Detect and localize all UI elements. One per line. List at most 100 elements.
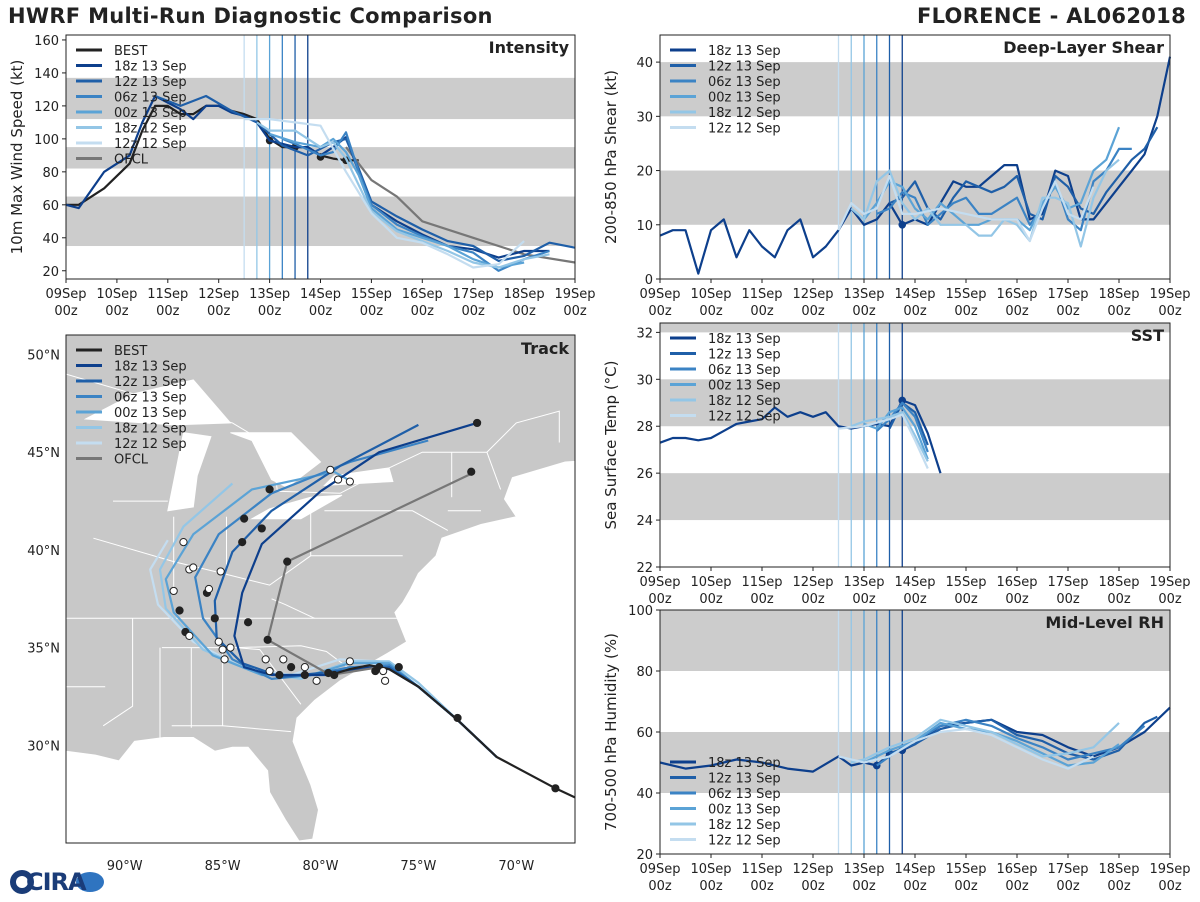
y-tick-label: 120 <box>34 100 59 115</box>
legend-label: 12z 12 Sep <box>114 437 187 452</box>
track-point <box>185 631 194 640</box>
y-tick-label: 80 <box>42 166 59 181</box>
lake <box>83 379 232 426</box>
track-point <box>220 655 229 664</box>
track-point <box>300 670 309 680</box>
logo-swirl-icon <box>10 870 104 894</box>
legend-label: 06z 13 Sep <box>708 75 781 90</box>
x-tick-label: 17Sep <box>1047 287 1088 302</box>
track-point <box>371 666 380 676</box>
track-point <box>179 538 188 547</box>
series-line-12z-13-sep <box>889 126 1159 221</box>
x-tick-label: 00z <box>852 879 876 894</box>
track-point <box>473 418 482 428</box>
x-tick-label: 00z <box>801 304 825 319</box>
x-tick-label: 15Sep <box>945 575 986 590</box>
x-tick-label: 09Sep <box>639 862 680 877</box>
x-tick-label: 17Sep <box>453 287 494 302</box>
logo-text: CIRA <box>26 868 87 896</box>
lon-tick-label: 70°W <box>498 859 534 874</box>
track-point <box>216 567 225 576</box>
y-tick-label: 22 <box>636 561 653 576</box>
x-tick-label: 12Sep <box>792 862 833 877</box>
track-point <box>467 467 476 476</box>
x-tick-label: 00z <box>801 592 825 607</box>
track-point <box>345 477 354 486</box>
x-tick-label: 10Sep <box>96 287 137 302</box>
series-line-18z-12-sep <box>850 158 1120 248</box>
y-tick-label: 60 <box>636 726 653 741</box>
x-tick-label: 19Sep <box>1149 287 1190 302</box>
y-tick-label: 26 <box>636 467 653 482</box>
shaded-band <box>66 196 575 247</box>
x-tick-label: 00z <box>1005 304 1029 319</box>
figure-title: HWRF Multi-Run Diagnostic Comparison <box>8 4 493 28</box>
legend-label: 12z 13 Sep <box>708 60 781 75</box>
data-point <box>898 396 907 405</box>
x-tick-label: 09Sep <box>639 287 680 302</box>
state-border <box>102 618 134 727</box>
track-point <box>175 606 184 615</box>
y-axis-label: 200-850 hPa Shear (kt) <box>602 70 620 244</box>
x-tick-label: 10Sep <box>690 287 731 302</box>
legend-label: 18z 13 Sep <box>114 60 187 75</box>
x-tick-label: 00z <box>648 879 672 894</box>
lon-tick-label: 80°W <box>303 859 339 874</box>
x-tick-label: 16Sep <box>996 287 1037 302</box>
y-tick-label: 20 <box>42 265 59 280</box>
x-tick-label: 00z <box>1056 879 1080 894</box>
series-line-18z-12-sep <box>850 411 929 462</box>
state-border <box>161 645 351 670</box>
x-tick-label: 00z <box>903 304 927 319</box>
x-tick-label: 13Sep <box>249 287 290 302</box>
y-axis-label: Sea Surface Temp (°C) <box>602 360 620 529</box>
track-point <box>226 643 235 652</box>
legend-label: 18z 12 Sep <box>708 106 781 121</box>
track-line-best <box>329 664 575 799</box>
track-point <box>240 514 249 523</box>
x-tick-label: 10Sep <box>690 575 731 590</box>
x-tick-label: 00z <box>1107 592 1131 607</box>
x-tick-label: 00z <box>1107 879 1131 894</box>
x-tick-label: 00z <box>1005 879 1029 894</box>
legend-label: 00z 13 Sep <box>114 106 187 121</box>
legend-label: 18z 12 Sep <box>114 122 187 137</box>
x-tick-label: 19Sep <box>1149 575 1190 590</box>
y-tick-label: 30 <box>636 110 653 125</box>
x-tick-label: 14Sep <box>894 575 935 590</box>
state-border <box>324 510 449 531</box>
x-tick-label: 00z <box>852 304 876 319</box>
legend-label: 18z 12 Sep <box>708 394 781 409</box>
x-tick-label: 18Sep <box>504 287 545 302</box>
legend-label: 06z 13 Sep <box>114 91 187 106</box>
state-border <box>222 725 292 733</box>
shaded-band <box>660 473 1170 521</box>
panel-title: SST <box>1131 326 1164 345</box>
lat-tick-label: 30°N <box>27 739 60 754</box>
series-line-00z-13-sep <box>863 406 929 460</box>
state-border <box>271 598 315 619</box>
panel-title: Intensity <box>489 38 570 57</box>
track-point <box>238 538 247 547</box>
x-tick-label: 00z <box>750 304 774 319</box>
legend-label: 18z 13 Sep <box>708 756 781 771</box>
state-border <box>486 452 502 490</box>
track-point <box>312 676 321 685</box>
x-tick-label: 00z <box>852 592 876 607</box>
state-border <box>93 537 403 586</box>
legend-label: 06z 13 Sep <box>114 391 187 406</box>
y-tick-label: 100 <box>628 604 653 619</box>
y-tick-label: 160 <box>34 34 59 49</box>
shaded-band <box>660 323 1170 333</box>
track-point <box>283 557 292 566</box>
legend-label: OFCL <box>114 153 149 168</box>
track-point <box>204 584 214 594</box>
panel-title: Mid-Level RH <box>1045 613 1164 632</box>
shaded-band <box>660 62 1170 117</box>
y-tick-label: 0 <box>645 273 653 288</box>
x-tick-label: 16Sep <box>402 287 443 302</box>
x-tick-label: 00z <box>360 304 384 319</box>
x-tick-label: 00z <box>207 304 231 319</box>
lake <box>250 494 343 520</box>
shaded-band <box>660 610 1170 671</box>
